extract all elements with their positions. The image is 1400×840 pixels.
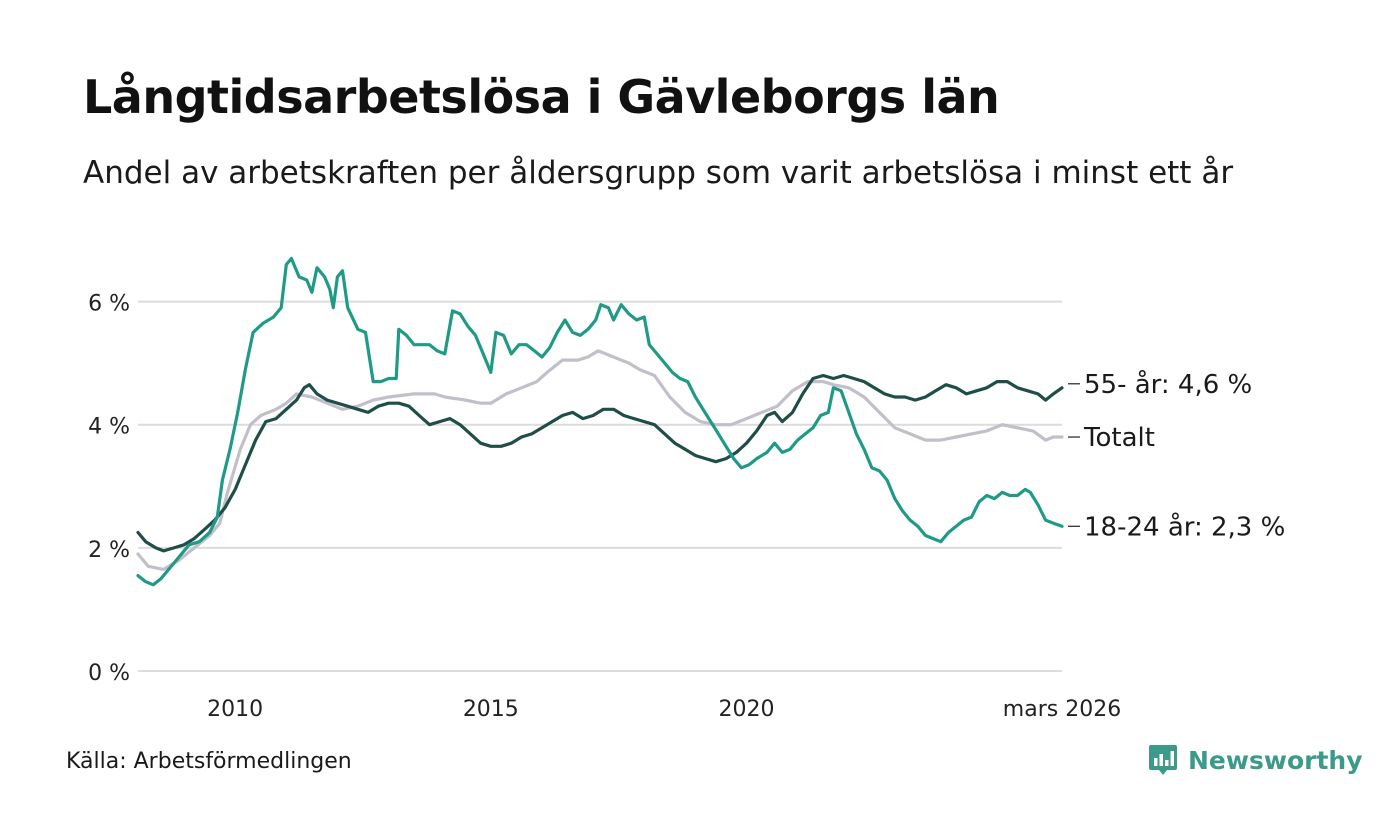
y-tick-label: 6 % [88,292,130,317]
x-tick-label: mars 2026 [1003,697,1121,722]
x-tick-label: 2010 [207,697,263,722]
x-tick-label: 2020 [719,697,775,722]
series-label-totalt: Totalt [1083,423,1155,453]
series-label-18-24-r: 18-24 år: 2,3 % [1084,511,1285,542]
brand-name: Newsworthy [1188,745,1363,775]
series-line-55-r [136,373,1064,553]
chart-subtitle: Andel av arbetskraften per åldersgrupp s… [83,155,1234,191]
gridlines [138,300,1062,672]
series-line-totalt [136,349,1064,571]
series-label-55-r: 55- år: 4,6 % [1084,369,1252,400]
series-end-labels: Totalt 55- år: 4,6 % 18-24 år: 2,3 % [1068,369,1285,542]
x-axis-ticks: 2010 2015 2020 mars 2026 [207,697,1121,722]
chart-title: Långtidsarbetslösa i Gävleborgs län [83,70,1000,124]
newsworthy-logo-icon [1149,745,1177,775]
y-axis-ticks: 0 % 2 % 4 % 6 % [88,292,130,686]
y-tick-label: 0 % [88,661,130,686]
series-line-18-24-r [136,256,1064,587]
x-tick-label: 2015 [463,697,519,722]
y-tick-label: 2 % [88,538,130,563]
source-note: Källa: Arbetsförmedlingen [66,749,352,774]
series-lines [136,256,1064,587]
y-tick-label: 4 % [88,415,130,440]
brand-logo: Newsworthy [1148,743,1363,777]
